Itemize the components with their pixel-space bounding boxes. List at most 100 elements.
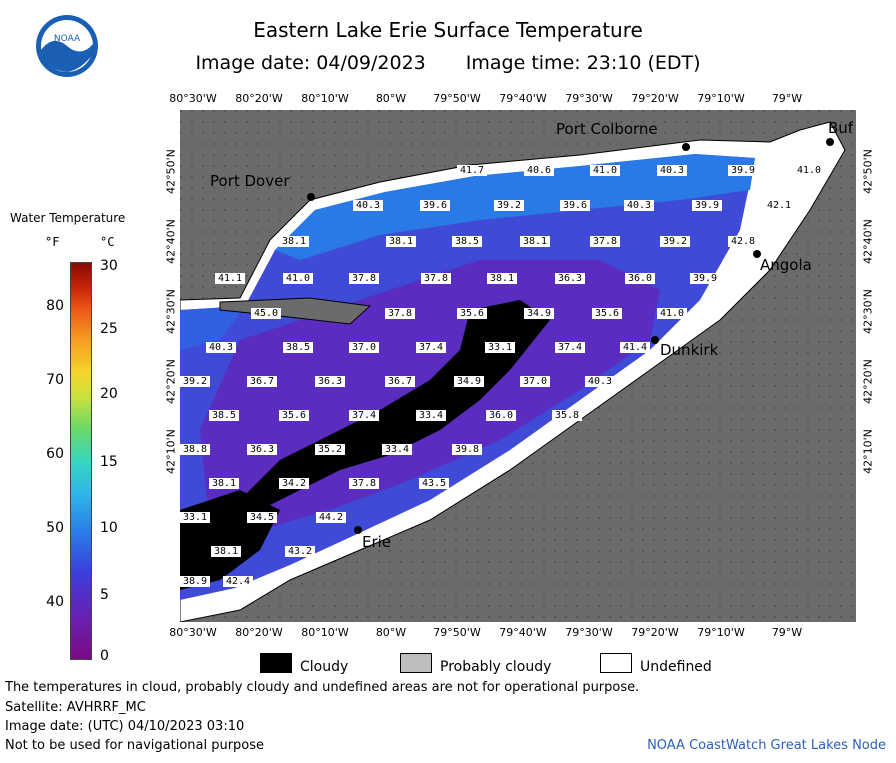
page-title: Eastern Lake Erie Surface Temperature (253, 18, 643, 42)
temperature-label: 36.7 (247, 376, 278, 387)
temperature-label: 33.4 (382, 444, 413, 455)
lon-tick-bottom: 79°10'W (697, 626, 745, 639)
lon-tick-top: 79°20'W (631, 92, 679, 105)
colorbar-f-tick: 60 (46, 446, 64, 462)
place-marker (354, 526, 362, 534)
temperature-label: 37.4 (555, 342, 586, 353)
temperature-label: 39.6 (420, 200, 451, 211)
temperature-label: 37.0 (349, 342, 380, 353)
lon-tick-bottom: 80°30'W (169, 626, 217, 639)
place-marker (307, 193, 315, 201)
lon-tick-bottom: 79°20'W (631, 626, 679, 639)
temperature-label: 33.1 (180, 512, 211, 523)
temperature-label: 34.9 (454, 376, 485, 387)
temperature-label: 40.3 (353, 200, 384, 211)
lon-tick-bottom: 79°W (771, 626, 803, 639)
colorbar-c-tick: 25 (100, 321, 118, 337)
temperature-label: 37.8 (349, 478, 380, 489)
temperature-label: 34.5 (247, 512, 278, 523)
temperature-label: 40.3 (585, 376, 616, 387)
temperature-label: 36.7 (385, 376, 416, 387)
undefined-label: Undefined (640, 659, 712, 675)
unit-f: °F (45, 235, 60, 249)
legend-title: Water Temperature (10, 211, 126, 225)
colorbar-c-tick: 20 (100, 386, 118, 402)
temperature-label: 41.0 (590, 165, 621, 176)
lon-tick-bottom: 80°10'W (301, 626, 349, 639)
lat-tick-left: 42°10'N (164, 429, 178, 474)
temperature-label: 41.0 (657, 308, 688, 319)
unit-c: °C (100, 235, 115, 249)
temperature-label: 38.1 (386, 236, 417, 247)
lon-tick-bottom: 79°40'W (499, 626, 547, 639)
lon-tick-top: 80°10'W (301, 92, 349, 105)
temperature-label: 39.6 (560, 200, 591, 211)
temperature-label: 41.0 (794, 165, 825, 176)
lon-tick-top: 79°50'W (433, 92, 481, 105)
temperature-label: 36.0 (486, 410, 517, 421)
temperature-label: 39.2 (494, 200, 525, 211)
temperature-label: 37.8 (385, 308, 416, 319)
credit: NOAA CoastWatch Great Lakes Node (647, 738, 886, 753)
temperature-label: 38.1 (279, 236, 310, 247)
colorbar-c-tick: 5 (100, 587, 109, 603)
image-time: Image time: 23:10 (EDT) (465, 52, 701, 74)
place-label: Erie (362, 533, 392, 551)
place-marker (753, 250, 761, 258)
temperature-label: 39.9 (690, 273, 721, 284)
warm-edge-west (180, 306, 245, 350)
temperature-label: 41.7 (457, 165, 488, 176)
temperature-label: 35.6 (457, 308, 488, 319)
temperature-label: 38.9 (180, 576, 211, 587)
probably-cloudy-swatch (400, 653, 432, 673)
colorbar-f-tick: 80 (46, 298, 64, 314)
lat-tick-left: 42°50'N (164, 149, 178, 194)
lon-tick-bottom: 80°20'W (235, 626, 283, 639)
noaa-logo: NOAA (36, 15, 98, 77)
temperature-label: 37.8 (421, 273, 452, 284)
image-date-time: Image date: 04/09/2023 Image time: 23:10 … (0, 52, 896, 74)
place-marker (651, 336, 659, 344)
temperature-label: 39.2 (660, 236, 691, 247)
lon-tick-top: 79°30'W (565, 92, 613, 105)
undefined-swatch (600, 653, 632, 673)
temperature-label: 41.0 (283, 273, 314, 284)
lon-tick-top: 79°40'W (499, 92, 547, 105)
colorbar-c-tick: 30 (100, 258, 118, 274)
lon-tick-bottom: 80°W (375, 626, 407, 639)
temperature-label: 34.9 (524, 308, 555, 319)
temperature-label: 40.3 (624, 200, 655, 211)
nav-warning: Not to be used for navigational purpose (5, 738, 265, 753)
lon-tick-top: 79°W (771, 92, 803, 105)
lon-tick-top: 80°20'W (235, 92, 283, 105)
place-label: Port Colborne (556, 120, 658, 138)
place-marker (826, 138, 834, 146)
temperature-label: 40.6 (524, 165, 555, 176)
temperature-label: 42.1 (764, 200, 795, 211)
logo-text: NOAA (54, 34, 81, 44)
lat-tick-left: 42°30'N (164, 289, 178, 334)
temperature-label: 39.9 (728, 165, 759, 176)
temperature-label: 40.3 (206, 342, 237, 353)
place-label: Buf (828, 119, 854, 137)
temperature-label: 38.5 (452, 236, 483, 247)
colorbar-f-tick: 40 (46, 594, 64, 610)
temperature-label: 37.8 (349, 273, 380, 284)
place-label: Dunkirk (660, 341, 719, 359)
temperature-label: 35.2 (315, 444, 346, 455)
place-label: Port Dover (210, 172, 290, 190)
temperature-label: 43.5 (419, 478, 450, 489)
temperature-label: 37.8 (590, 236, 621, 247)
lake-map: 41.7 40.6 41.0 40.3 39.9 41.0 40.3 39.6 39.2 39.6… (180, 110, 856, 622)
temperature-label: 33.1 (485, 342, 516, 353)
temperature-label: 35.8 (552, 410, 583, 421)
lat-tick-right: 42°40'N (861, 219, 875, 264)
place-marker (682, 143, 690, 151)
place-label: Angola (760, 256, 812, 274)
temperature-label: 37.0 (520, 376, 551, 387)
temperature-label: 39.8 (452, 444, 483, 455)
lat-tick-right: 42°20'N (861, 359, 875, 404)
lat-tick-right: 42°10'N (861, 429, 875, 474)
temperature-label: 36.0 (625, 273, 656, 284)
temperature-label: 35.6 (592, 308, 623, 319)
